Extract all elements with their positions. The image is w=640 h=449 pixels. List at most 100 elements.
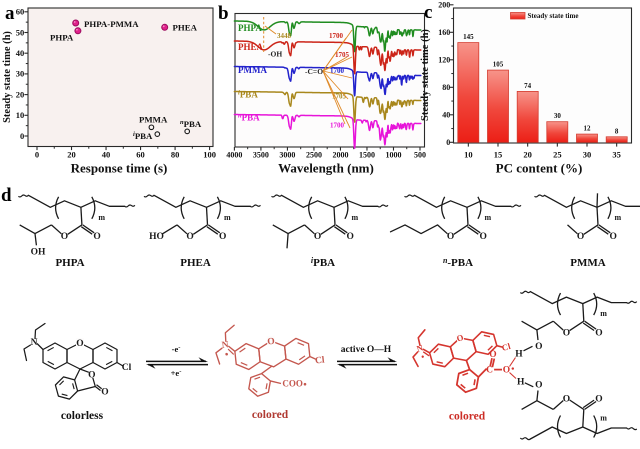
svg-text:COO: COO (282, 378, 303, 388)
svg-text:iPBA: iPBA (133, 131, 153, 141)
svg-text:nPBA: nPBA (238, 112, 260, 122)
svg-text:3500: 3500 (253, 151, 269, 160)
svg-text:105: 105 (493, 61, 504, 69)
svg-text:O: O (186, 232, 193, 242)
svg-text:Steady state time (h): Steady state time (h) (2, 31, 13, 123)
svg-text:iPBA: iPBA (238, 89, 258, 99)
svg-text:8: 8 (615, 127, 619, 135)
svg-text:PHEA: PHEA (173, 23, 198, 33)
svg-text:30: 30 (16, 69, 25, 79)
svg-text:PHPA: PHPA (50, 33, 74, 43)
svg-text:O: O (267, 337, 275, 348)
svg-text:Cl: Cl (315, 355, 326, 366)
svg-text:O: O (535, 342, 542, 352)
svg-text:+e-: +e- (171, 368, 182, 378)
svg-text:colored: colored (252, 409, 289, 421)
svg-text:O: O (88, 370, 95, 380)
svg-text:12: 12 (584, 125, 592, 133)
svg-text:O: O (610, 232, 617, 242)
svg-text:O: O (563, 329, 570, 339)
svg-text:1500: 1500 (359, 151, 375, 160)
svg-text:2500: 2500 (306, 151, 322, 160)
svg-text:20: 20 (16, 89, 25, 99)
svg-text:PMMA: PMMA (570, 257, 605, 269)
svg-text:145: 145 (463, 33, 474, 41)
svg-text:200: 200 (438, 1, 450, 10)
svg-text:C: C (486, 366, 493, 376)
svg-text:m: m (485, 213, 492, 222)
svg-text:PHEA: PHEA (180, 257, 211, 269)
svg-text:1705: 1705 (332, 93, 347, 101)
svg-text:H: H (515, 350, 523, 360)
svg-text:PMMA: PMMA (238, 65, 267, 75)
svg-text:O: O (61, 232, 68, 242)
svg-text:Cl: Cl (501, 341, 513, 353)
svg-text:O: O (503, 366, 510, 376)
svg-text:O: O (447, 232, 454, 242)
svg-text:m: m (98, 213, 105, 222)
svg-text:nPBA: nPBA (180, 119, 202, 129)
svg-text:iPBA: iPBA (311, 256, 335, 269)
svg-text:O: O (76, 339, 83, 349)
svg-text:active O—H: active O—H (341, 345, 392, 355)
svg-text:-e-: -e- (172, 344, 181, 354)
svg-text:m: m (600, 309, 607, 318)
svg-text:O: O (563, 395, 570, 405)
svg-text:m: m (600, 414, 607, 423)
svg-text:20: 20 (523, 150, 532, 160)
svg-text:N: N (221, 340, 229, 351)
svg-text:H: H (517, 377, 525, 387)
svg-text:80: 80 (171, 150, 180, 160)
svg-text:1000: 1000 (385, 151, 401, 160)
svg-text:100: 100 (203, 150, 216, 160)
svg-text:d: d (1, 185, 12, 206)
svg-text:Cl: Cl (122, 363, 132, 373)
svg-text:20: 20 (67, 150, 76, 160)
svg-text:50: 50 (16, 27, 25, 37)
svg-text:colored: colored (449, 411, 486, 423)
svg-text:2000: 2000 (332, 151, 348, 160)
svg-text:m: m (615, 213, 622, 222)
svg-text:4000: 4000 (226, 151, 242, 160)
svg-text:10: 10 (464, 150, 473, 160)
svg-text:40: 40 (16, 48, 25, 58)
svg-text:PMMA: PMMA (139, 115, 168, 125)
svg-text:O: O (455, 332, 464, 344)
svg-text:80: 80 (442, 83, 450, 92)
svg-text:25: 25 (553, 150, 562, 160)
svg-text:O: O (347, 232, 354, 242)
svg-text:PHPA: PHPA (55, 257, 84, 269)
svg-text:30: 30 (583, 150, 592, 160)
svg-text:3000: 3000 (279, 151, 295, 160)
svg-text:m: m (352, 213, 359, 222)
svg-text:O: O (219, 232, 226, 242)
svg-text:O: O (480, 232, 487, 242)
svg-text:0: 0 (20, 131, 24, 141)
svg-text:PHPA: PHPA (238, 23, 262, 33)
svg-text:-C=O: -C=O (305, 67, 323, 76)
svg-text:O: O (101, 388, 108, 398)
svg-text:O: O (489, 350, 496, 360)
svg-text:Steady state time: Steady state time (528, 12, 579, 20)
svg-text:PC content (%): PC content (%) (496, 161, 583, 176)
svg-text:15: 15 (494, 150, 503, 160)
svg-text:10: 10 (16, 110, 25, 120)
svg-text:Steady state time (h): Steady state time (h) (420, 29, 431, 121)
svg-text:colorless: colorless (61, 410, 104, 422)
svg-text:c: c (424, 2, 432, 23)
svg-text:0: 0 (35, 150, 39, 160)
svg-text:Response time (s): Response time (s) (71, 161, 168, 176)
svg-text:74: 74 (524, 82, 532, 90)
svg-text:m: m (224, 213, 231, 222)
svg-text:120: 120 (438, 56, 450, 65)
svg-text:1700: 1700 (329, 32, 344, 40)
svg-text:-OH: -OH (268, 50, 282, 59)
svg-text:160: 160 (438, 28, 450, 37)
svg-text:30: 30 (554, 112, 562, 120)
svg-text:O: O (595, 395, 602, 405)
svg-text:40: 40 (102, 150, 111, 160)
svg-text:a: a (5, 3, 15, 24)
svg-text:b: b (218, 3, 229, 24)
svg-text:n-PBA: n-PBA (443, 256, 473, 269)
svg-text:1700: 1700 (330, 67, 345, 75)
